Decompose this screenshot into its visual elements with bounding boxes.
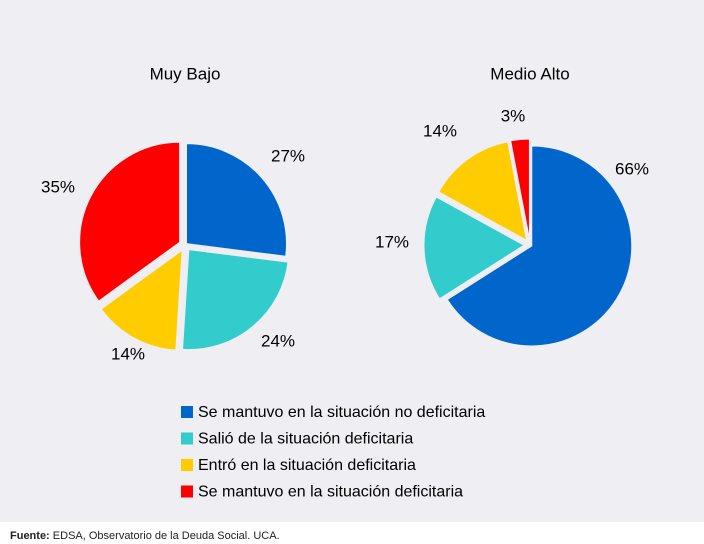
pie-slice: [446, 145, 633, 347]
pie-title: Medio Alto: [490, 64, 569, 83]
source-label: Fuente:: [10, 530, 50, 542]
pie-slice: [438, 141, 528, 242]
pie-slice: [423, 196, 525, 300]
pie-slice: [182, 249, 289, 351]
data-label: 66%: [615, 159, 649, 178]
pie-slice: [510, 138, 530, 240]
legend-swatch: [181, 432, 193, 445]
legend-label: Salió de la situación deficitaria: [198, 431, 413, 448]
pie-title: Muy Bajo: [150, 64, 221, 83]
pie-slice: [186, 143, 287, 257]
data-label: 24%: [261, 331, 295, 350]
source: Fuente: EDSA, Observatorio de la Deuda S…: [10, 530, 280, 542]
legend-label: Se mantuvo en la situación no deficitari…: [198, 404, 485, 421]
source-text: EDSA, Observatorio de la Deuda Social. U…: [53, 530, 280, 542]
legend-swatch: [181, 406, 193, 418]
data-label: 14%: [423, 121, 457, 140]
legend-label: Se mantuvo en la situación deficitaria: [198, 484, 463, 501]
legend-swatch: [181, 459, 193, 471]
legend-swatch: [181, 485, 193, 498]
data-label: 17%: [375, 232, 409, 251]
data-label: 35%: [41, 177, 75, 196]
data-label: 27%: [271, 146, 305, 165]
data-label: 3%: [501, 106, 526, 125]
pie-slice: [100, 249, 183, 351]
data-label: 14%: [111, 344, 145, 363]
pie-slice: [79, 141, 181, 302]
legend-label: Entró en la situación deficitaria: [198, 457, 416, 474]
